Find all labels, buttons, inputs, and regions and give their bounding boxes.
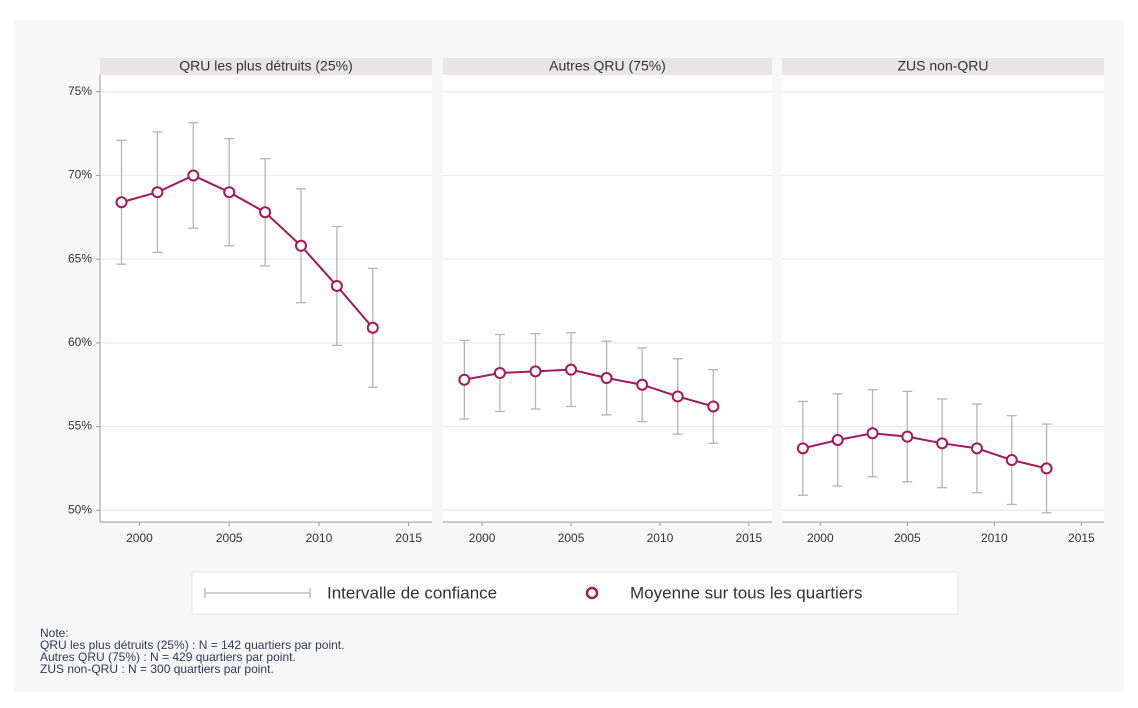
- x-tick-label: 2000: [126, 531, 153, 545]
- legend-label: Intervalle de confiance: [327, 583, 497, 602]
- point: [565, 363, 578, 376]
- panel-title-strip: [443, 58, 772, 75]
- panel-title: Autres QRU (75%): [549, 58, 666, 74]
- x-tick-label: 2010: [647, 531, 674, 545]
- x-tick-label: 2015: [736, 531, 763, 545]
- note-line: ZUS non-QRU : N = 300 quartiers par poin…: [40, 662, 274, 676]
- point: [671, 390, 684, 403]
- legend-marker: [585, 586, 599, 600]
- note-line: Autres QRU (75%) : N = 429 quartiers par…: [40, 650, 296, 664]
- note-line: Note:: [40, 626, 69, 640]
- point: [901, 430, 914, 443]
- series-line: [121, 174, 374, 329]
- point: [366, 321, 379, 334]
- point: [970, 442, 983, 455]
- panel: [443, 75, 772, 522]
- point: [796, 442, 809, 455]
- legend-label: Moyenne sur tous les quartiers: [630, 583, 862, 602]
- y-tick-label: 70%: [68, 168, 92, 182]
- panel-title: ZUS non-QRU: [897, 58, 988, 74]
- point: [187, 169, 200, 182]
- legend-box: [191, 571, 959, 615]
- point: [636, 378, 649, 391]
- point: [936, 437, 949, 450]
- point: [330, 279, 343, 292]
- point: [866, 427, 879, 440]
- panel-title: QRU les plus détruits (25%): [179, 58, 353, 74]
- point: [831, 433, 844, 446]
- point: [223, 186, 236, 199]
- x-tick-label: 2000: [807, 531, 834, 545]
- y-tick-label: 50%: [68, 502, 92, 516]
- x-tick-label: 2010: [306, 531, 333, 545]
- note-line: QRU les plus détruits (25%) : N = 142 qu…: [40, 638, 344, 652]
- panel: [100, 75, 432, 522]
- x-tick-label: 2015: [1068, 531, 1095, 545]
- point: [294, 239, 307, 252]
- point: [115, 196, 128, 209]
- y-tick-label: 65%: [68, 251, 92, 265]
- point: [493, 367, 506, 379]
- x-tick-label: 2005: [558, 531, 585, 545]
- point: [259, 206, 272, 219]
- panel-title-strip: [782, 58, 1104, 75]
- point: [1005, 454, 1018, 467]
- panel: [782, 75, 1104, 522]
- point: [529, 365, 542, 378]
- x-tick-label: 2010: [981, 531, 1008, 545]
- y-tick-label: 75%: [68, 84, 92, 98]
- panel-title-strip: [100, 58, 432, 75]
- y-tick-label: 60%: [68, 335, 92, 349]
- x-tick-label: 2000: [469, 531, 496, 545]
- point: [600, 372, 613, 385]
- point: [707, 400, 720, 413]
- point: [151, 186, 164, 199]
- y-tick-label: 55%: [68, 419, 92, 433]
- x-tick-label: 2015: [395, 531, 422, 545]
- point: [458, 373, 471, 386]
- x-tick-label: 2005: [894, 531, 921, 545]
- x-tick-label: 2005: [216, 531, 243, 545]
- point: [1040, 462, 1053, 475]
